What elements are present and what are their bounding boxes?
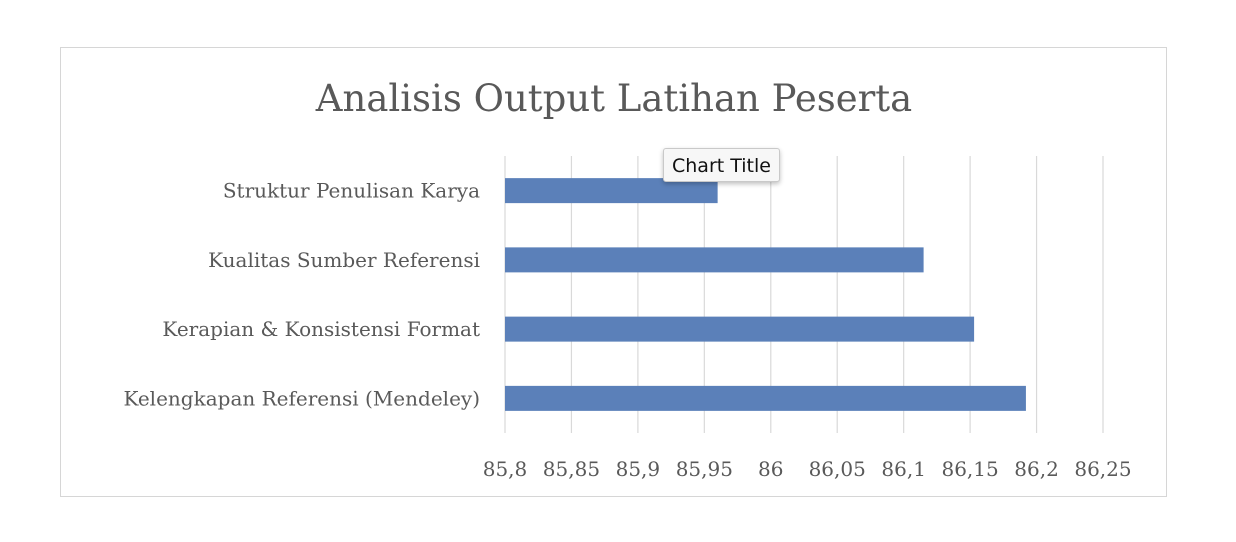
bar[interactable] (505, 178, 718, 204)
x-tick-label: 86,25 (1074, 457, 1131, 481)
x-tick-label: 85,9 (616, 457, 661, 481)
category-labels: Struktur Penulisan Karya Kualitas Sumber … (123, 179, 480, 411)
category-label: Kelengkapan Referensi (Mendeley) (123, 386, 480, 410)
x-tick-label: 86,05 (809, 457, 866, 481)
bar[interactable] (505, 316, 975, 342)
category-label: Struktur Penulisan Karya (223, 179, 480, 203)
x-tick-label: 86,2 (1014, 457, 1059, 481)
x-tick-label: 85,85 (543, 457, 600, 481)
category-label: Kualitas Sumber Referensi (208, 248, 480, 272)
x-tick-label: 85,95 (676, 457, 733, 481)
x-tick-label: 85,8 (483, 457, 528, 481)
bar[interactable] (505, 385, 1026, 411)
x-tick-labels: 85,8 85,85 85,9 85,95 86 86,05 86,1 86,15 86,2 86… (483, 457, 1132, 481)
chart-title[interactable]: Analisis Output Latihan Peserta (315, 77, 912, 120)
x-tick-label: 86,15 (941, 457, 998, 481)
x-tick-label: 86,1 (881, 457, 926, 481)
bars (505, 178, 1026, 411)
chart-title-tooltip: Chart Title (663, 148, 780, 182)
x-tick-label: 86 (758, 457, 783, 481)
category-label: Kerapian & Konsistensi Format (162, 317, 480, 341)
chart-area[interactable]: Analisis Output Latihan Peserta Struktur… (60, 47, 1167, 497)
bar[interactable] (505, 247, 924, 273)
bar-chart: Analisis Output Latihan Peserta Struktur… (123, 77, 1132, 481)
clipped-text-above (0, 0, 1236, 20)
